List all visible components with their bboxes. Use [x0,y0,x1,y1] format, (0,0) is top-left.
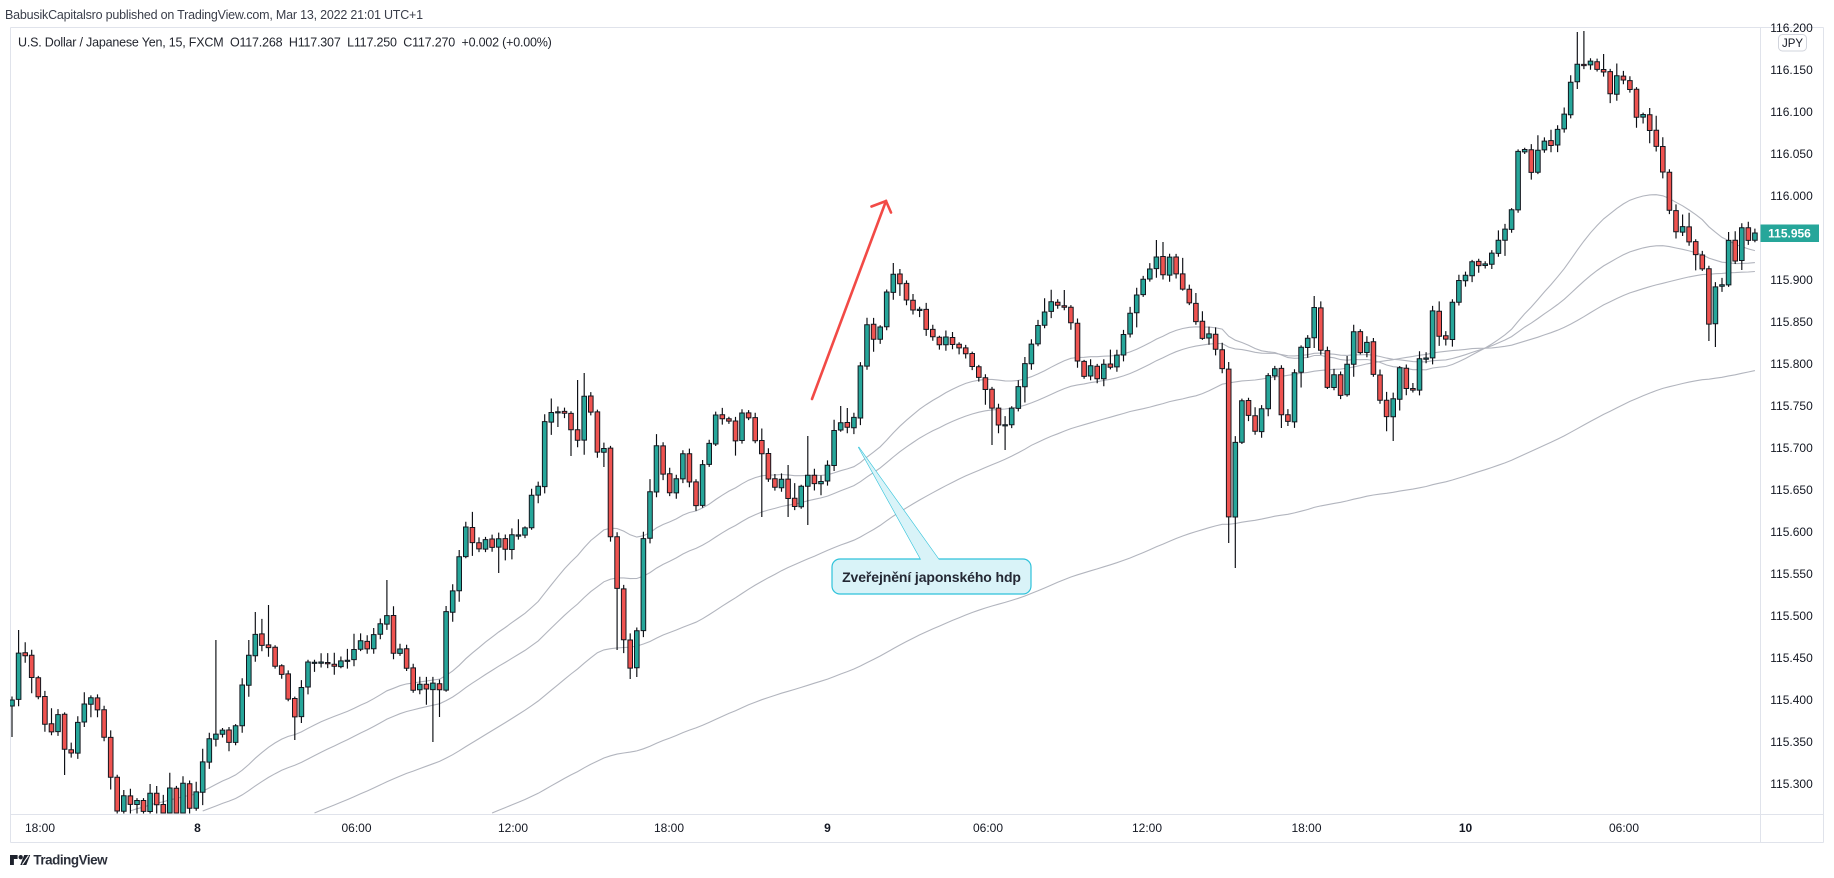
svg-text:115.500: 115.500 [1770,609,1813,623]
svg-text:U.S. Dollar / Japanese Yen, 15: U.S. Dollar / Japanese Yen, 15, FXCM O11… [18,36,552,50]
svg-text:115.450: 115.450 [1770,651,1813,665]
svg-text:115.650: 115.650 [1770,483,1813,497]
svg-text:115.400: 115.400 [1770,693,1813,707]
svg-text:115.550: 115.550 [1770,567,1813,581]
svg-text:115.900: 115.900 [1770,273,1813,287]
svg-text:115.700: 115.700 [1770,441,1813,455]
svg-text:10: 10 [1459,821,1473,835]
svg-text:116.050: 116.050 [1770,147,1813,161]
svg-text:JPY: JPY [1782,38,1803,50]
svg-text:115.800: 115.800 [1770,357,1813,371]
svg-text:18:00: 18:00 [1291,821,1321,835]
svg-text:06:00: 06:00 [973,821,1003,835]
svg-text:12:00: 12:00 [498,821,528,835]
svg-text:TradingView: TradingView [33,853,108,868]
svg-text:9: 9 [824,821,831,835]
svg-text:116.200: 116.200 [1770,21,1813,35]
svg-text:BabusikCapitalsro published on: BabusikCapitalsro published on TradingVi… [5,8,423,22]
svg-text:116.000: 116.000 [1770,189,1813,203]
svg-text:18:00: 18:00 [654,821,684,835]
svg-text:18:00: 18:00 [25,821,55,835]
svg-text:115.350: 115.350 [1770,735,1813,749]
svg-text:115.300: 115.300 [1770,777,1813,791]
svg-text:115.850: 115.850 [1770,315,1813,329]
svg-text:116.150: 116.150 [1770,63,1813,77]
svg-text:Zveřejnění japonského hdp: Zveřejnění japonského hdp [842,569,1021,585]
svg-text:115.956: 115.956 [1768,227,1811,241]
svg-text:115.750: 115.750 [1770,399,1813,413]
svg-text:06:00: 06:00 [341,821,371,835]
svg-text:06:00: 06:00 [1609,821,1639,835]
svg-text:8: 8 [194,821,201,835]
svg-text:115.600: 115.600 [1770,525,1813,539]
svg-text:12:00: 12:00 [1132,821,1162,835]
svg-text:116.100: 116.100 [1770,105,1813,119]
